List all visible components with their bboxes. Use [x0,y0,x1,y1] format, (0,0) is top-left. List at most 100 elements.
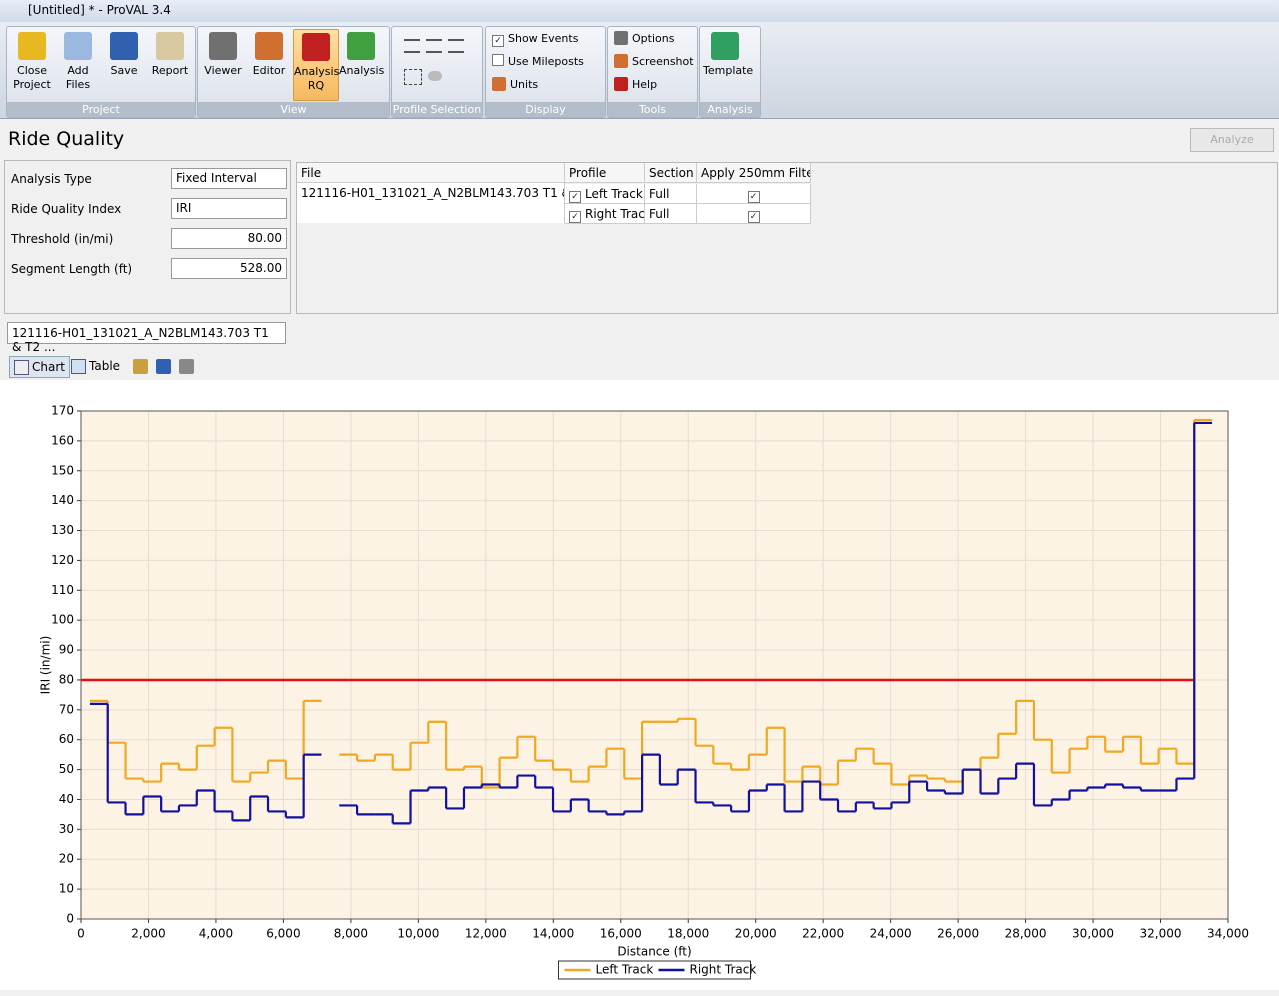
item-label: Screenshot [632,55,694,68]
x-tick-label: 8,000 [334,927,368,941]
profile-table: File Profile Section Apply 250mm Filter 1211… [296,162,1278,314]
column-header: File [297,163,565,183]
item-icon [614,77,628,91]
ribbon-group: Display ✓ Show Events Use Mileposts Units [485,26,606,118]
tab[interactable]: Chart [9,356,70,378]
view-tabs: Chart Table [5,354,1275,378]
group-label: Tools [608,102,697,117]
ribbon-button[interactable]: Viewer [201,29,245,99]
x-tick-label: 30,000 [1072,927,1114,941]
checkbox [492,54,504,66]
x-tick-label: 16,000 [600,927,642,941]
group-label: Profile Selection [392,102,482,117]
y-tick-label: 150 [51,463,74,477]
x-tick-label: 32,000 [1140,927,1182,941]
ribbon-item[interactable]: Screenshot [614,53,694,71]
item-icon [614,31,628,45]
x-tick-label: 0 [77,927,85,941]
button-label: Close Project [13,64,51,91]
select-icon[interactable] [404,69,422,85]
button-label: Analysis RQ [294,65,340,92]
tab[interactable]: Table [67,356,120,376]
field-input[interactable]: 80.00 [171,228,287,249]
y-tick-label: 50 [59,762,74,776]
field-input[interactable]: IRI [171,198,287,219]
toolbar-button[interactable] [156,359,171,374]
ribbon-button[interactable]: Report [148,29,192,99]
ribbon-item[interactable]: Options [614,30,674,48]
y-tick-label: 130 [51,523,74,537]
profile-name: Left Track [585,187,643,201]
align-icon[interactable] [404,39,420,53]
button-icon [255,32,283,60]
align-icon[interactable] [448,39,464,53]
x-tick-label: 14,000 [532,927,574,941]
ribbon-button[interactable]: Analysis RQ [293,29,339,101]
file-select[interactable]: 121116-H01_131021_A_N2BLM143.703 T1 & T2… [7,322,286,354]
item-label: Help [632,78,658,91]
toolbar-button[interactable] [133,359,148,374]
ribbon-group: Project Close Project Add Files Save Report [6,26,196,118]
x-axis-title: Distance (ft) [617,945,691,959]
y-tick-label: 100 [51,613,74,627]
chart: 0 10 20 30 40 50 60 70 80 90 100 110 120 130 140 150 160… [0,380,1279,990]
group-label: View [198,102,389,117]
title-bar: [Untitled] * - ProVAL 3.4 [0,0,1279,22]
y-tick-label: 80 [59,672,74,686]
y-tick-label: 60 [59,732,74,746]
profile-cell[interactable]: ✓ Left Track [565,184,645,204]
y-tick-label: 90 [59,643,74,657]
profile-name: Right Track [585,207,645,221]
x-tick-label: 10,000 [397,927,439,941]
item-icon [492,77,506,91]
ribbon-item[interactable]: Units [492,76,538,94]
column-header: Section [645,163,697,183]
button-label: Editor [252,64,286,77]
button-icon [110,32,138,60]
section-cell[interactable]: Full [645,184,697,204]
ribbon-item[interactable]: Help [614,76,657,94]
settings-form: Analysis Type Fixed Interval Ride Quality … [4,160,291,314]
ribbon-button[interactable]: Template [703,29,754,99]
ribbon-button[interactable]: Save [102,29,146,99]
analyze-button[interactable]: Analyze [1190,128,1274,152]
ribbon-item[interactable]: Use Mileposts [492,53,584,71]
ribbon-button[interactable]: Close Project [10,29,54,99]
checkbox: ✓ [492,35,504,47]
plot-border [80,410,1229,920]
legend-label: Left Track [596,963,654,977]
x-tick-label: 2,000 [131,927,165,941]
y-tick-label: 30 [59,822,74,836]
ribbon-item[interactable]: ✓ Show Events [492,30,578,48]
profile-cell[interactable]: ✓ Right Track [565,204,645,224]
tab-icon [14,360,29,375]
ribbon-button[interactable]: Analysis [339,29,384,99]
ribbon-group: Tools Options Screenshot Help [607,26,698,118]
align-icon[interactable] [426,39,442,53]
field-label: Threshold (in/mi) [11,232,114,246]
button-label: Save [110,64,138,77]
checkbox: ✓ [569,191,581,203]
x-tick-label: 6,000 [266,927,300,941]
ribbon: Project Close Project Add Files Save Report V… [0,22,1279,119]
y-tick-label: 20 [59,852,74,866]
toolbar-button[interactable] [179,359,194,374]
legend-label: Right Track [690,963,757,977]
item-label: Units [510,78,539,91]
section-cell[interactable]: Full [645,204,697,224]
field-input[interactable]: 528.00 [171,258,287,279]
button-icon [18,32,46,60]
field-input[interactable]: Fixed Interval [171,168,287,189]
erase-icon[interactable] [428,71,442,81]
panel-title: Ride Quality [8,128,125,150]
column-header: Profile [565,163,645,183]
filter-cell[interactable]: ✓ [697,204,811,224]
button-label: Template [703,64,754,77]
x-tick-label: 28,000 [1005,927,1047,941]
ribbon-button[interactable]: Add Files [56,29,100,99]
y-tick-label: 40 [59,792,74,806]
y-tick-label: 110 [51,583,74,597]
ribbon-button[interactable]: Editor [247,29,291,99]
filter-cell[interactable]: ✓ [697,184,811,204]
